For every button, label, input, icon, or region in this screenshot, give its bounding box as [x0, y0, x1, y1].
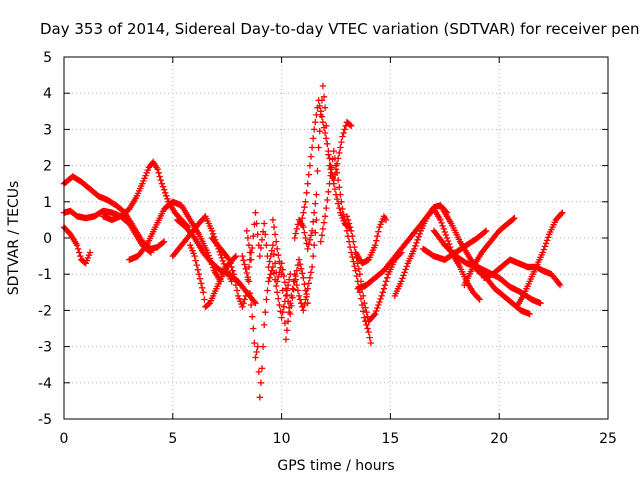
y-tick-label: 2: [43, 159, 52, 175]
x-tick-label: 10: [273, 431, 291, 447]
series-arc-22: [419, 227, 490, 263]
x-tick-label: 20: [490, 431, 508, 447]
y-tick-label: 4: [43, 86, 52, 102]
series-arc-9: [208, 234, 255, 310]
series-arc-17: [352, 213, 390, 267]
y-axis-label: SDTVAR / TECUs: [6, 181, 22, 296]
series-arc-14: [298, 97, 353, 231]
y-tick-label: -3: [38, 340, 52, 356]
x-tick-label: 5: [168, 431, 177, 447]
series-arc-12: [269, 216, 320, 343]
y-tick-label: 0: [43, 231, 52, 247]
series-arc-10: [239, 252, 294, 401]
x-tick-label: 0: [60, 431, 69, 447]
y-tick-label: -5: [38, 412, 52, 428]
series-arc-25: [513, 209, 566, 310]
y-tick-label: -1: [38, 267, 52, 283]
x-axis-label: GPS time / hours: [277, 458, 394, 474]
y-tick-label: -4: [38, 376, 52, 392]
chart-title: Day 353 of 2014, Sidereal Day-to-day VTE…: [40, 20, 640, 38]
data-series: [60, 82, 566, 401]
y-tick-label: 1: [43, 195, 52, 211]
y-axis: -5 -4 -3 -2 -1 0 1 2 3 4 5: [38, 50, 608, 428]
x-axis: 0 5 10 15 20 25: [60, 57, 617, 447]
series-arc-23: [461, 214, 518, 289]
y-tick-label: 5: [43, 50, 52, 66]
x-tick-label: 15: [381, 431, 399, 447]
x-tick-label: 25: [599, 431, 617, 447]
y-tick-label: -2: [38, 303, 52, 319]
series-arc-8: [187, 242, 240, 310]
y-tick-label: 3: [43, 122, 52, 138]
